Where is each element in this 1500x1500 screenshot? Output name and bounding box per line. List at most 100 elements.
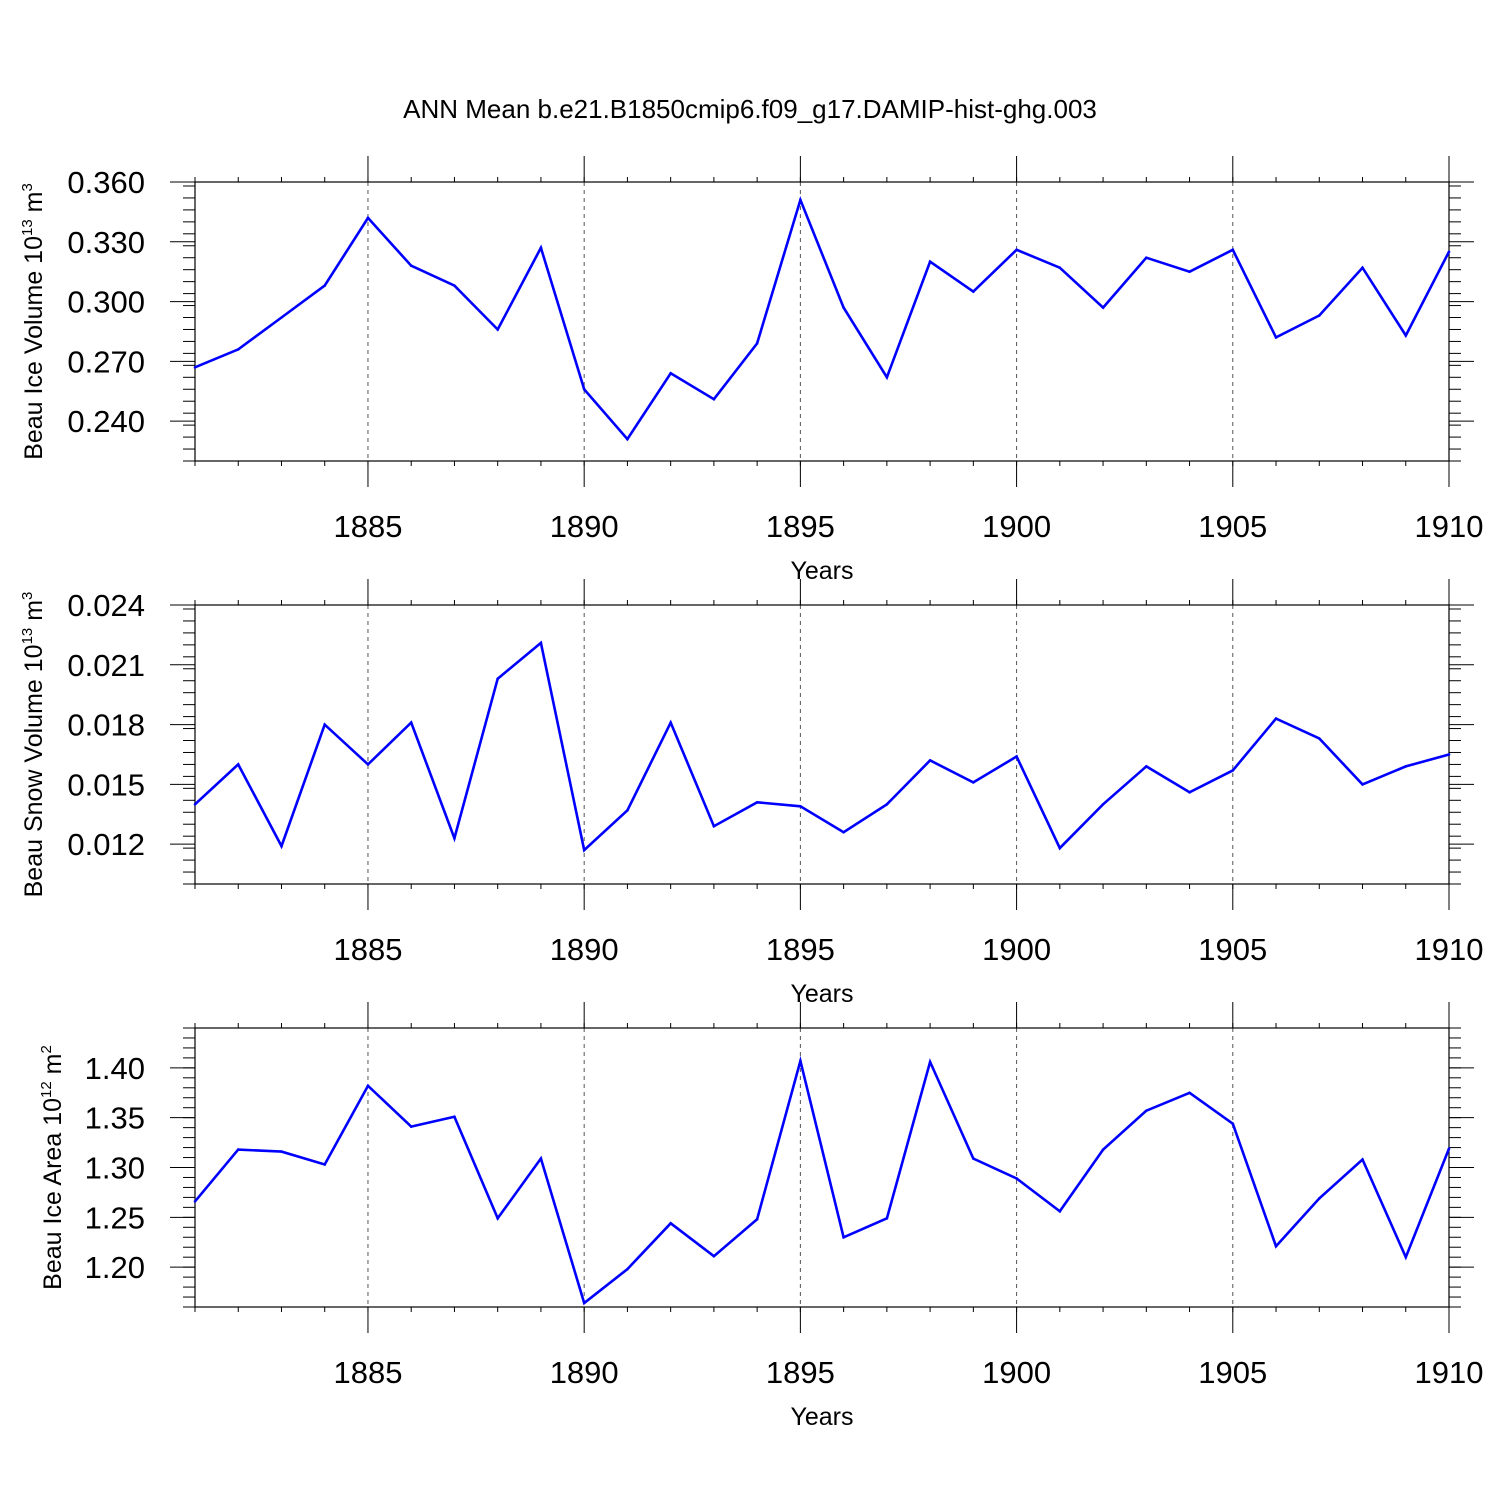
y-axis-title-superscript: 13 xyxy=(19,219,36,236)
x-tick-label: 1900 xyxy=(982,509,1051,544)
data-point xyxy=(885,802,889,806)
y-tick-label: 0.240 xyxy=(67,404,145,439)
data-point xyxy=(1317,1197,1321,1200)
data-point xyxy=(1447,1147,1451,1150)
data-point xyxy=(539,641,543,645)
data-point xyxy=(928,260,932,264)
data-point xyxy=(496,677,499,681)
data-point xyxy=(1447,250,1451,254)
x-axis-title: Years xyxy=(790,1403,853,1431)
y-axis-title-part: Beau Snow Volume 10 xyxy=(20,644,48,897)
data-point xyxy=(669,721,672,724)
panel-2: 1885 1890 1895 1900 1905 1910 0.012 0.015 0.018 0… xyxy=(19,579,1483,1008)
y-axis-title: Beau Snow Volume 1013 m3 xyxy=(19,592,48,898)
data-point xyxy=(1101,1148,1105,1151)
x-axis-title: Years xyxy=(790,557,853,585)
data-point xyxy=(496,328,499,331)
data-point xyxy=(1058,266,1062,269)
data-point xyxy=(1317,737,1321,740)
data-point xyxy=(1188,270,1191,273)
data-point xyxy=(193,802,197,806)
data-point xyxy=(193,1200,197,1203)
x-tick-label: 1895 xyxy=(766,509,835,544)
y-tick-label: 0.018 xyxy=(67,708,145,743)
data-point xyxy=(453,1115,456,1118)
data-point xyxy=(323,1163,327,1166)
data-point xyxy=(453,284,456,287)
data-point xyxy=(799,1059,802,1063)
data-point xyxy=(1145,1109,1148,1113)
data-point xyxy=(669,1222,672,1225)
data-point xyxy=(1101,802,1105,806)
x-tick-label: 1895 xyxy=(766,932,835,967)
data-point xyxy=(453,836,456,840)
chart-title: ANN Mean b.e21.B1850cmip6.f09_g17.DAMIP-… xyxy=(403,94,1097,124)
y-tick-label: 0.360 xyxy=(67,165,145,200)
x-tick-label: 1910 xyxy=(1415,932,1484,967)
plot-frame xyxy=(194,181,1450,462)
data-point xyxy=(799,198,802,202)
x-tick-label: 1910 xyxy=(1415,1355,1484,1390)
panel-1: 1885 1890 1895 1900 1905 1910 0.240 0.270 0.300 0… xyxy=(19,156,1483,585)
data-point xyxy=(712,397,716,401)
panel-3: 1885 1890 1895 1900 1905 1910 1.20 1.25 1.30 1.35… xyxy=(38,1002,1483,1431)
data-point xyxy=(1058,846,1062,850)
y-tick-label: 0.012 xyxy=(67,827,145,862)
data-point xyxy=(366,1084,370,1088)
data-point xyxy=(1231,248,1235,252)
data-point xyxy=(323,284,327,287)
data-point xyxy=(1317,314,1321,317)
data-point xyxy=(1274,717,1278,720)
data-point xyxy=(582,848,586,852)
y-axis-title-superscript: 12 xyxy=(38,1081,55,1098)
data-point xyxy=(409,1125,413,1128)
data-point xyxy=(755,800,759,804)
y-tick-label: 1.40 xyxy=(85,1051,145,1086)
y-tick-label: 0.015 xyxy=(67,767,145,802)
data-point xyxy=(885,1217,889,1220)
x-tick-label: 1905 xyxy=(1198,932,1267,967)
y-tick-label: 0.021 xyxy=(67,648,145,683)
data-point xyxy=(1231,769,1235,772)
y-axis-title-part: m xyxy=(20,600,48,628)
x-tick-label: 1895 xyxy=(766,1355,835,1390)
data-point xyxy=(669,372,672,375)
y-axis-title-part: m xyxy=(39,1054,67,1082)
x-tick-label: 1910 xyxy=(1415,509,1484,544)
x-tick-label: 1900 xyxy=(982,932,1051,967)
data-point xyxy=(366,216,370,220)
data-point xyxy=(1274,336,1278,339)
y-axis-title-part: Beau Ice Area 10 xyxy=(39,1098,67,1290)
data-point xyxy=(496,1217,499,1220)
data-point xyxy=(1145,256,1148,260)
data-point xyxy=(1361,1158,1364,1161)
x-tick-label: 1905 xyxy=(1198,509,1267,544)
data-point xyxy=(972,781,975,784)
data-point xyxy=(582,387,586,391)
data-point xyxy=(842,1235,845,1239)
y-tick-label: 0.024 xyxy=(67,588,145,623)
y-axis-title: Beau Ice Area 1012 m2 xyxy=(38,1045,67,1290)
data-point xyxy=(1361,783,1364,786)
y-tick-label: 1.35 xyxy=(85,1101,145,1136)
x-tick-label: 1890 xyxy=(550,932,619,967)
data-point xyxy=(539,246,543,250)
data-point xyxy=(236,763,240,766)
data-point xyxy=(928,759,932,762)
data-point xyxy=(712,1254,716,1258)
plot-frame xyxy=(194,604,1450,885)
data-point xyxy=(236,1148,240,1151)
data-point xyxy=(366,763,370,766)
data-point xyxy=(885,376,889,379)
x-axis-title: Years xyxy=(790,980,853,1008)
data-point xyxy=(972,1157,975,1160)
x-tick-label: 1900 xyxy=(982,1355,1051,1390)
x-tick-label: 1890 xyxy=(550,509,619,544)
data-point xyxy=(1015,755,1018,758)
y-tick-label: 1.30 xyxy=(85,1151,145,1186)
data-point xyxy=(582,1301,586,1305)
y-tick-label: 0.300 xyxy=(67,285,145,320)
data-point xyxy=(1188,791,1191,794)
data-point xyxy=(842,830,845,834)
